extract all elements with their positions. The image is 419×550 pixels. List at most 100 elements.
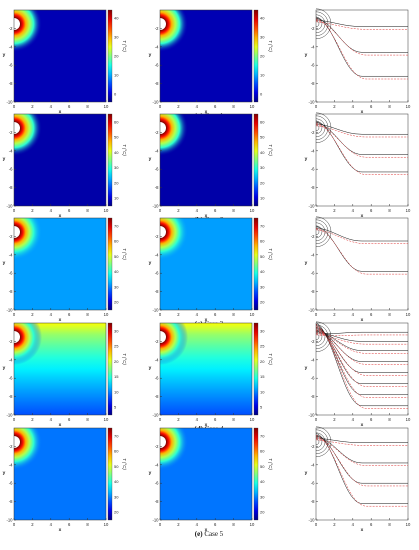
case4-col1-ylabel: y — [3, 366, 6, 371]
case3-col1-colorbar-tick: 50 — [114, 254, 119, 259]
case4-col2-colorbar-tick: 30 — [260, 329, 265, 334]
case5-col1-xtick-label: 2 — [31, 522, 34, 527]
case4-col2-xtick-label: 2 — [177, 417, 180, 422]
case2-col3-ytick-label: -10 — [308, 204, 315, 209]
case2-col3-isotherm-solid — [315, 122, 408, 155]
case4-col2-colorbar-tick: 15 — [260, 374, 265, 379]
case2-col3-near-field-isotherm — [315, 115, 329, 140]
case5-col3-ylabel: y — [305, 471, 308, 476]
plot-frame — [315, 427, 409, 521]
case5-col1-ytick-label: -10 — [6, 518, 13, 523]
case4-col1-xtick-label: 0 — [13, 417, 16, 422]
case3-col1-colorbar-tick: 30 — [114, 284, 119, 289]
case5-col1-ytick-label: -4 — [9, 462, 13, 467]
case2-col1-colorbar-tick: 20 — [114, 180, 119, 185]
case1-col3-ytick-label: -8 — [311, 81, 315, 86]
case2-col1-ytick-label: -8 — [9, 185, 13, 190]
plot-frame — [315, 217, 409, 311]
case2-col3-ylabel: y — [305, 157, 308, 162]
case5-col1-xtick-label: 0 — [13, 522, 16, 527]
case4-col2-colorbar-label: T (°C) — [268, 353, 273, 365]
case5-col1-colorbar-tick: 60 — [114, 449, 119, 454]
case2-col3-xtick-label: 0 — [315, 208, 318, 213]
case3-col3-ytick-label: -4 — [311, 252, 315, 257]
case5-col2-colorbar-tick: 60 — [260, 449, 265, 454]
case3-col1-xtick-label: 6 — [68, 312, 71, 317]
case4-col3-ytick-label: -4 — [311, 357, 315, 362]
case2-col1-xtick-label: 0 — [13, 208, 16, 213]
case1-col3-xtick-label: 4 — [352, 104, 355, 109]
case4-col2-colorbar — [253, 322, 259, 416]
case5-col2-colorbar-tick: 20 — [260, 510, 265, 515]
case5-col2-heatmap: 0 2 4 6 8 10 x -2 -4 -6 -8 -10 y 70 60 50 40 30 20 T (°C) — [149, 427, 273, 533]
case3-col1-xtick-label: 10 — [104, 312, 109, 317]
case4-col3-isotherm-dashed — [315, 331, 408, 354]
case2-col1-xlabel: x — [59, 214, 62, 219]
case3-col2-colorbar-tick: 40 — [260, 269, 265, 274]
heat-source-plume — [160, 114, 252, 206]
case2-col1-colorbar-tick: 50 — [114, 135, 119, 140]
case3-col3-xtick-label: 0 — [315, 312, 318, 317]
case5-col3-xtick-label: 0 — [315, 522, 318, 527]
case5-col3-ytick-label: -4 — [311, 462, 315, 467]
case3-col2-xtick-label: 10 — [250, 312, 255, 317]
case5-col1-colorbar-tick: 40 — [114, 479, 119, 484]
case2-col3-xlabel: x — [361, 214, 364, 219]
case4-col3-isotherm-dashed — [315, 325, 408, 398]
case5-col3-xtick-label: 4 — [352, 522, 355, 527]
case5-col1-colorbar-tick: 20 — [114, 510, 119, 515]
case5-col2-ytick-label: -10 — [152, 518, 159, 523]
case5-col3-xtick-label: 10 — [406, 522, 411, 527]
heat-source-plume — [14, 323, 106, 415]
plot-frame — [13, 9, 107, 103]
case2-col1-colorbar-tick: 10 — [114, 196, 119, 201]
case2-col3-near-field-isotherm — [315, 121, 323, 134]
case2-col3-xtick-label: 2 — [333, 208, 336, 213]
case2-col2-colorbar-label: T (°C) — [268, 144, 273, 156]
case2-col1-colorbar-tick: 60 — [114, 120, 119, 125]
case1-col2-heatmap: 0 2 4 6 8 10 x -2 -4 -6 -8 -10 y 40 30 20 10 0 T (°C) — [149, 9, 273, 115]
case2-col1-ytick-label: -6 — [9, 167, 13, 172]
case1-col1-ytick-label: -8 — [9, 81, 13, 86]
case5-col2-xtick-label: 6 — [214, 522, 217, 527]
case2-col2-xtick-label: 4 — [196, 208, 199, 213]
case5-col2-colorbar-tick: 50 — [260, 464, 265, 469]
case3-col1-colorbar — [107, 217, 113, 311]
case5-col2-xlabel: x — [205, 528, 208, 533]
case3-col2-colorbar-tick: 60 — [260, 239, 265, 244]
case2-col2-ylabel: y — [149, 157, 152, 162]
plot-frame — [315, 113, 409, 207]
case5-col2-colorbar-tick: 30 — [260, 494, 265, 499]
case3-col3-isotherm-solid — [315, 226, 408, 272]
case3-col2-ytick-label: -10 — [152, 308, 159, 313]
case1-col3-near-field-isotherm — [315, 17, 323, 30]
case2-col2-colorbar-tick: 60 — [260, 120, 265, 125]
case3-col3-xtick-label: 6 — [370, 312, 373, 317]
case3-col2-heatmap: 0 2 4 6 8 10 x -2 -4 -6 -8 -10 y 70 60 50 40 30 20 T (°C) — [149, 217, 273, 323]
case1-col2-ytick-label: -8 — [155, 81, 159, 86]
heat-source-plume — [14, 114, 106, 206]
case2-col3-isotherm-solid — [315, 123, 408, 135]
case3-col2-ytick-label: -2 — [155, 234, 159, 239]
case5-col3-near-field-isotherm — [315, 438, 320, 445]
case5-col2-ytick-label: -2 — [155, 444, 159, 449]
case4-col3-xlabel: x — [361, 423, 364, 428]
plot-frame — [159, 113, 253, 207]
case4-col2-colorbar-tick: 25 — [260, 344, 265, 349]
case5-col2-xtick-label: 2 — [177, 522, 180, 527]
case2-col1-xtick-label: 2 — [31, 208, 34, 213]
case4-col3-isotherms: 0 2 4 6 8 10 x -2 -4 -6 -8 -10 y — [305, 321, 411, 428]
case5-col3-near-field-isotherm — [315, 435, 323, 448]
case4-col1-xlabel: x — [59, 423, 62, 428]
case5-col1-xtick-label: 8 — [86, 522, 89, 527]
case5-col1-ylabel: y — [3, 471, 6, 476]
case1-col3-xtick-label: 0 — [315, 104, 318, 109]
case1-col2-xtick-label: 6 — [214, 104, 217, 109]
case4-col3-ylabel: y — [305, 366, 308, 371]
plot-frame — [159, 427, 253, 521]
case5-col1-xtick-label: 6 — [68, 522, 71, 527]
plot-frame — [13, 113, 107, 207]
case2-col1-xtick-label: 10 — [104, 208, 109, 213]
case5-col3-ytick-label: -2 — [311, 444, 315, 449]
case5-col3-ytick-label: -6 — [311, 481, 315, 486]
